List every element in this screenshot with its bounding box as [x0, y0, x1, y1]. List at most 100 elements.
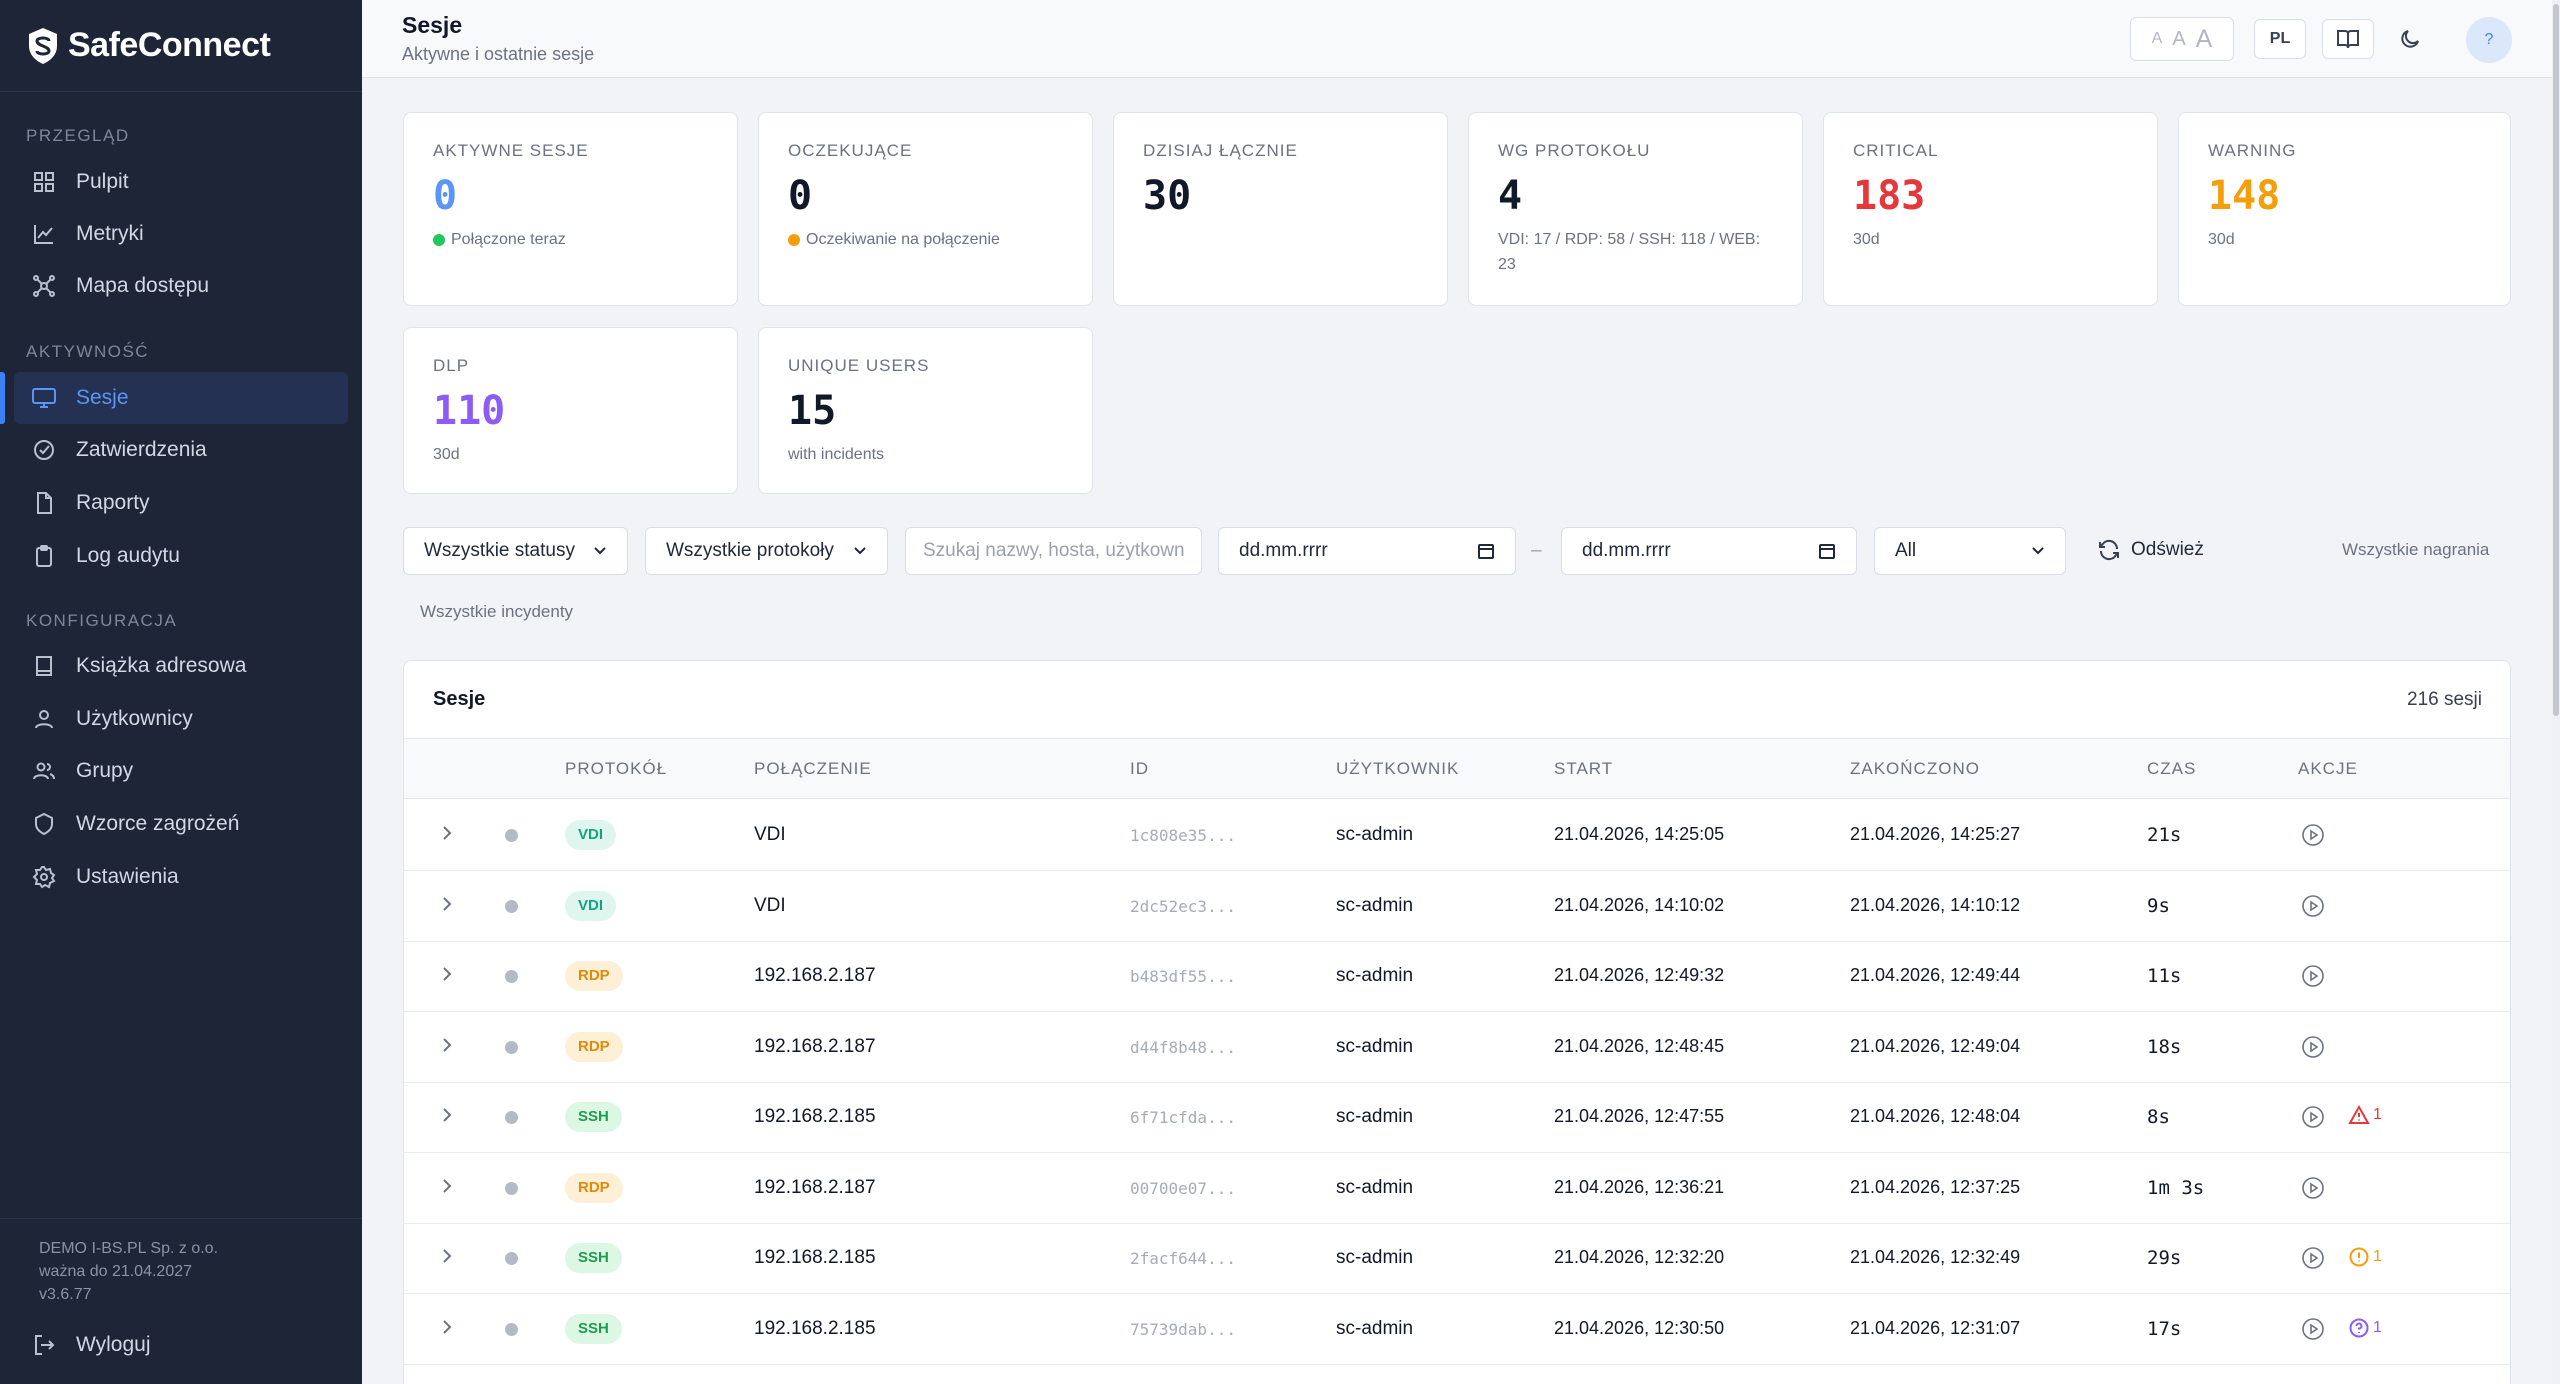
brand[interactable]: SafeConnect — [0, 0, 362, 92]
chevron-right-icon[interactable] — [436, 963, 458, 985]
session-id: 2dc52ec3... — [1130, 896, 1236, 916]
incident-indicator[interactable]: 1 — [2348, 1246, 2382, 1268]
sidebar-item-threat-patterns[interactable]: Wzorce zagrożeń — [14, 798, 348, 850]
sidebar-item-reports[interactable]: Raporty — [14, 477, 348, 529]
col-header-start[interactable]: START — [1554, 759, 1614, 778]
stat-value: 4 — [1498, 173, 1523, 219]
alert-triangle-icon — [2348, 1105, 2370, 1124]
play-recording-icon[interactable] — [2301, 1105, 2325, 1129]
sidebar-item-label: Wzorce zagrożeń — [76, 812, 240, 835]
nav-section-activity: AKTYWNOŚĆ — [26, 342, 150, 361]
sidebar-item-metrics[interactable]: Metryki — [14, 208, 348, 260]
col-header-connection[interactable]: POŁĄCZENIE — [754, 759, 872, 778]
session-duration: 9s — [2147, 894, 2170, 917]
chevron-right-icon[interactable] — [436, 1245, 458, 1267]
col-header-end[interactable]: ZAKOŃCZONO — [1850, 759, 1980, 778]
help-button[interactable]: ? — [2466, 17, 2512, 63]
sidebar-item-access-map[interactable]: Mapa dostępu — [14, 260, 348, 312]
scope-select[interactable]: All — [1874, 527, 2066, 575]
calendar-icon[interactable] — [1818, 542, 1836, 560]
session-id: 6f71cfda... — [1130, 1108, 1236, 1127]
stat-sub-text: Oczekiwanie na połączenie — [806, 231, 1000, 248]
stat-card-unique-users: UNIQUE USERS 15 with incidents — [758, 327, 1093, 494]
scrollbar-thumb[interactable] — [2553, 4, 2559, 716]
search-input[interactable]: Szukaj nazwy, hosta, użytkown — [905, 527, 1202, 575]
sidebar-item-dashboard[interactable]: Pulpit — [14, 156, 348, 208]
col-header-duration[interactable]: CZAS — [2147, 759, 2197, 778]
incident-indicator[interactable]: 1 — [2348, 1317, 2382, 1339]
play-recording-icon[interactable] — [2301, 1035, 2325, 1059]
language-button[interactable]: PL — [2254, 19, 2306, 59]
sidebar-item-settings[interactable]: Ustawienia — [14, 851, 348, 903]
all-recordings-link[interactable]: Wszystkie nagrania — [2342, 540, 2490, 559]
search-placeholder: Szukaj nazwy, hosta, użytkown — [923, 540, 1184, 561]
session-end: 21.04.2026, 12:32:49 — [1850, 1247, 2021, 1267]
sidebar-item-groups[interactable]: Grupy — [14, 745, 348, 797]
sidebar-item-approvals[interactable]: Zatwierdzenia — [14, 424, 348, 476]
sidebar: SafeConnect PRZEGLĄD Pulpit Metryki Mapa… — [0, 0, 362, 1384]
all-incidents-link[interactable]: Wszystkie incydenty — [420, 602, 574, 621]
sidebar-item-address-book[interactable]: Książka adresowa — [14, 640, 348, 692]
chevron-right-icon[interactable] — [436, 1034, 458, 1056]
play-recording-icon[interactable] — [2301, 964, 2325, 988]
sidebar-item-label: Książka adresowa — [76, 654, 247, 677]
session-user: sc-admin — [1336, 1035, 1414, 1057]
page-scrollbar[interactable] — [2552, 0, 2560, 1384]
col-header-id[interactable]: ID — [1130, 759, 1149, 778]
session-status-dot — [505, 1181, 518, 1195]
license-valid-until: ważna do 21.04.2027 — [39, 1263, 193, 1280]
status-select[interactable]: Wszystkie statusy — [403, 527, 628, 575]
font-size-small[interactable]: A — [2151, 30, 2163, 47]
protocol-select[interactable]: Wszystkie protokoły — [645, 527, 888, 575]
play-recording-icon[interactable] — [2301, 894, 2325, 918]
docs-button[interactable] — [2322, 19, 2374, 59]
table-row[interactable]: RDP 192.168.2.187 b483df55... sc-admin 21.04… — [404, 941, 2510, 1012]
chevron-right-icon[interactable] — [436, 1175, 458, 1197]
refresh-button[interactable]: Odśwież — [2097, 538, 2204, 562]
logo-icon — [29, 27, 57, 64]
connection-name: 192.168.2.187 — [754, 965, 876, 986]
play-recording-icon[interactable] — [2301, 823, 2325, 847]
session-duration: 1m 3s — [2147, 1176, 2205, 1199]
session-status-dot — [505, 899, 518, 913]
date-to-value: dd.mm.rrrr — [1582, 540, 1671, 561]
table-row[interactable]: SSH 192.168.2.185 2facf644... sc-admin 21.04… — [404, 1223, 2510, 1294]
stat-label: UNIQUE USERS — [788, 356, 930, 375]
sidebar-item-users[interactable]: Użytkownicy — [14, 693, 348, 745]
col-header-protocol[interactable]: PROTOKÓŁ — [565, 759, 668, 778]
check-circle-icon — [30, 436, 58, 464]
sidebar-item-label: Pulpit — [76, 170, 129, 193]
connection-name: 192.168.2.187 — [754, 1176, 876, 1198]
nav-section-overview: PRZEGLĄD — [26, 126, 130, 145]
session-end: 21.04.2026, 12:49:44 — [1850, 965, 2021, 985]
table-row[interactable]: SSH 192.168.2.185 6f71cfda... sc-admin 21.04… — [404, 1082, 2510, 1153]
alert-circle-icon — [2349, 1247, 2369, 1267]
play-recording-icon[interactable] — [2301, 1176, 2325, 1200]
chevron-right-icon[interactable] — [436, 893, 458, 915]
logout-button[interactable]: Wyloguj — [14, 1319, 348, 1371]
date-to-input[interactable]: dd.mm.rrrr — [1561, 527, 1857, 575]
session-end: 21.04.2026, 12:37:25 — [1850, 1176, 2021, 1197]
incident-indicator[interactable]: 1 — [2348, 1105, 2382, 1125]
calendar-icon[interactable] — [1477, 542, 1495, 560]
chevron-right-icon[interactable] — [436, 1104, 458, 1126]
sidebar-item-label: Mapa dostępu — [76, 274, 210, 297]
font-size-medium[interactable]: A — [2172, 27, 2186, 50]
chevron-right-icon[interactable] — [436, 822, 458, 844]
table-row[interactable]: RDP 192.168.2.187 d44f8b48... sc-admin 21.04… — [404, 1012, 2510, 1083]
chevron-right-icon[interactable] — [436, 1316, 458, 1338]
help-label: ? — [2484, 31, 2494, 48]
table-row[interactable]: RDP 192.168.2.187 00700e07... sc-admin 21.04… — [404, 1153, 2510, 1224]
table-row[interactable]: SSH 192.168.2.185 75739dab... sc-admin 21.04… — [404, 1294, 2510, 1365]
table-row[interactable]: VDI VDI 2dc52ec3... sc-admin 21.04.2026, 14:… — [404, 871, 2510, 942]
col-header-user[interactable]: UŻYTKOWNIK — [1336, 759, 1460, 778]
date-from-input[interactable]: dd.mm.rrrr — [1218, 527, 1516, 575]
language-label: PL — [2269, 30, 2291, 47]
play-recording-icon[interactable] — [2301, 1246, 2325, 1270]
sidebar-item-sessions[interactable]: Sesje — [0, 372, 348, 424]
sidebar-item-audit-log[interactable]: Log audytu — [14, 530, 348, 582]
theme-toggle-button[interactable] — [2390, 19, 2430, 59]
table-row[interactable]: VDI VDI 1c808e35... sc-admin 21.04.2026, 14:… — [404, 800, 2510, 871]
play-recording-icon[interactable] — [2301, 1317, 2325, 1341]
font-size-large[interactable]: A — [2195, 24, 2213, 53]
